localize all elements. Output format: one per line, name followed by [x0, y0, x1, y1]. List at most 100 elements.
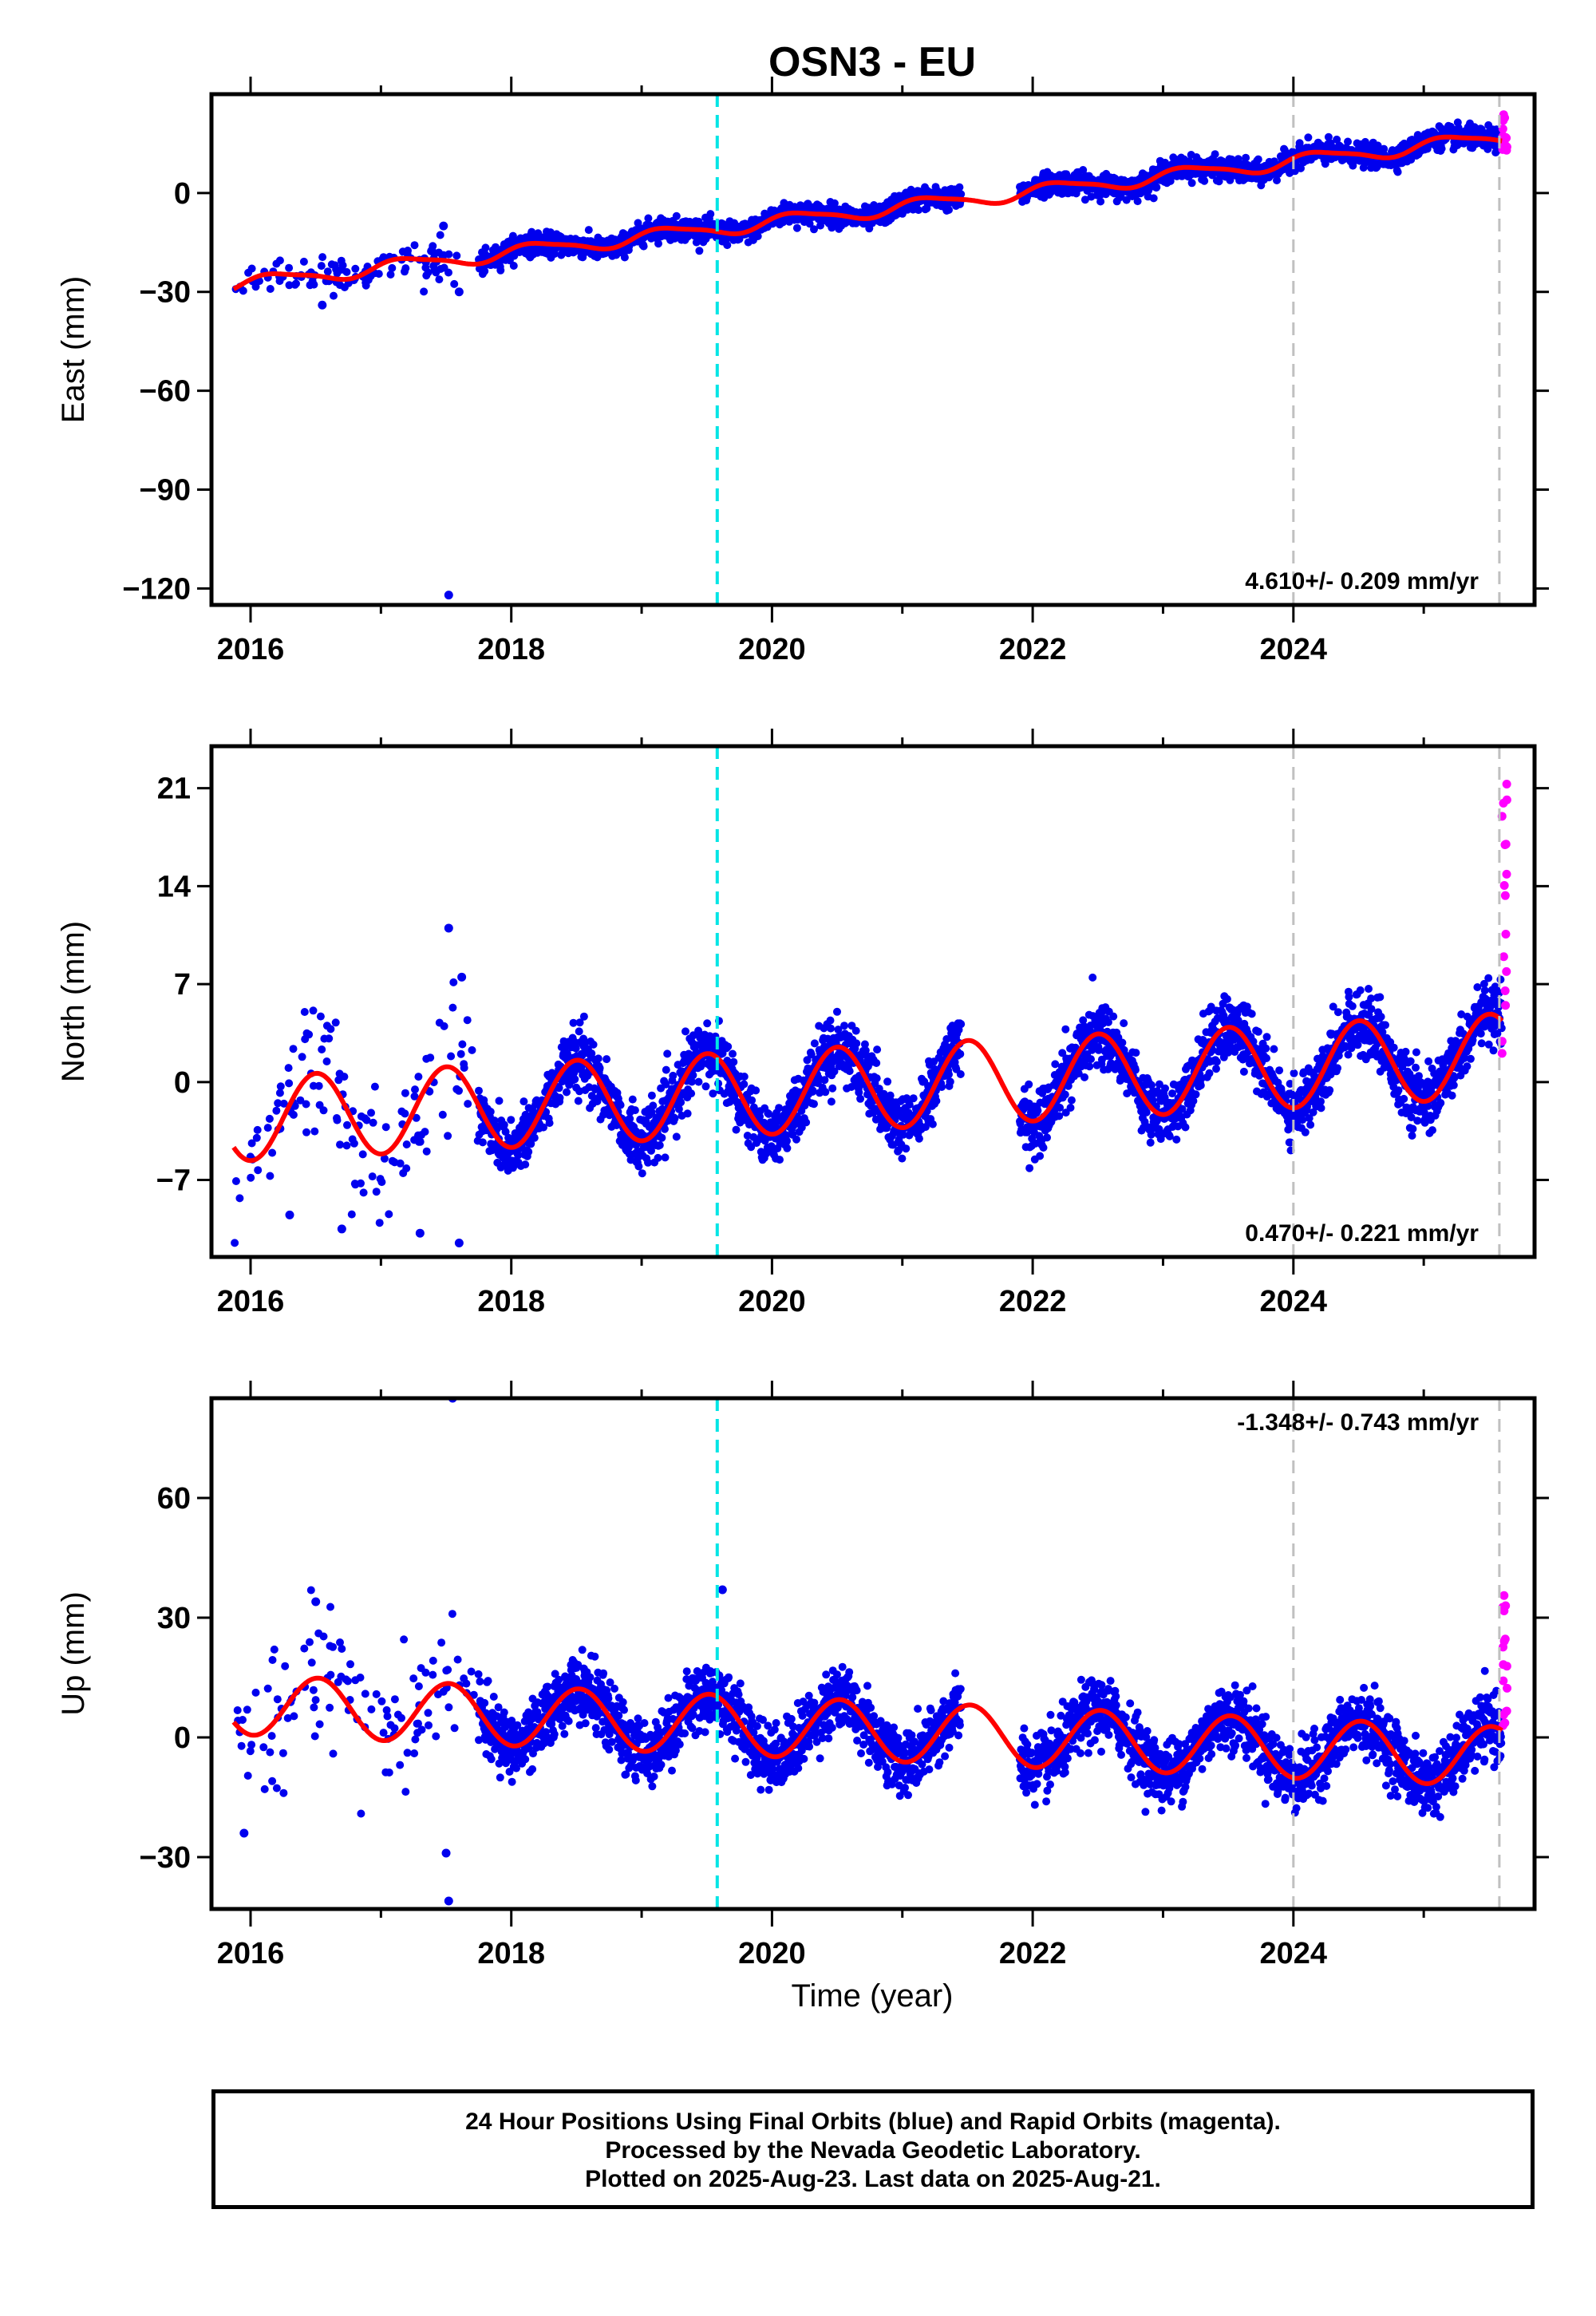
final-point — [729, 1049, 737, 1058]
final-point — [247, 1139, 256, 1148]
final-point — [333, 1116, 342, 1124]
final-point — [436, 231, 444, 239]
final-point — [1043, 1133, 1051, 1142]
final-point — [444, 250, 453, 259]
final-point — [872, 1059, 881, 1067]
final-point — [357, 1179, 365, 1188]
final-point — [612, 251, 621, 259]
final-point — [325, 1034, 334, 1043]
final-point — [873, 1045, 882, 1054]
final-point — [1118, 1038, 1127, 1047]
x-tick-label: 2018 — [477, 633, 545, 666]
final-point — [274, 1099, 282, 1108]
final-point — [385, 1210, 393, 1219]
final-point — [579, 1012, 588, 1021]
final-point — [231, 1239, 239, 1247]
final-point — [669, 1071, 678, 1080]
final-point — [447, 1052, 456, 1061]
final-point — [634, 1162, 643, 1171]
final-point — [367, 1109, 375, 1117]
final-point — [672, 1132, 681, 1141]
final-point — [420, 287, 429, 296]
final-point — [490, 1117, 499, 1125]
final-point — [687, 1089, 696, 1098]
final-point — [254, 1166, 263, 1175]
final-point — [683, 1109, 692, 1118]
final-point — [386, 271, 395, 279]
final-point — [379, 253, 388, 262]
final-point — [783, 1136, 791, 1145]
final-point — [810, 1100, 818, 1109]
final-point — [1254, 155, 1262, 164]
final-point — [299, 257, 308, 266]
final-point — [351, 264, 360, 273]
final-point — [1109, 1012, 1118, 1021]
final-point — [1212, 1065, 1220, 1073]
final-point — [455, 1086, 463, 1095]
final-point — [359, 1188, 368, 1197]
final-point — [343, 1120, 351, 1129]
final-point — [753, 232, 762, 240]
final-point — [412, 1113, 421, 1122]
final-point — [496, 266, 505, 275]
final-point — [268, 1148, 277, 1157]
final-point — [404, 247, 412, 255]
final-point — [539, 1123, 547, 1132]
final-point — [448, 1003, 457, 1012]
final-point — [235, 1194, 244, 1203]
final-point — [630, 1106, 639, 1115]
final-point — [845, 1067, 854, 1076]
final-point — [1039, 1144, 1048, 1152]
final-point — [314, 1081, 323, 1090]
final-point — [478, 1138, 487, 1147]
final-point — [323, 267, 332, 276]
final-point — [452, 251, 461, 260]
rapid-point — [1501, 132, 1511, 142]
final-point — [1033, 1106, 1042, 1115]
final-point — [915, 1134, 923, 1143]
final-point — [584, 226, 593, 235]
final-point — [342, 267, 351, 276]
final-point — [426, 1053, 435, 1062]
final-point — [272, 1106, 281, 1115]
final-point — [266, 285, 275, 293]
final-point — [594, 1054, 602, 1063]
final-point — [628, 1095, 637, 1104]
final-point — [319, 1106, 328, 1115]
final-point — [330, 291, 338, 300]
final-point — [563, 1088, 571, 1097]
final-point — [375, 1219, 384, 1227]
final-point — [909, 1094, 918, 1103]
final-point — [654, 1153, 662, 1162]
final-point — [957, 1020, 966, 1029]
final-point — [285, 281, 294, 290]
final-point — [595, 1064, 604, 1073]
final-point — [1295, 139, 1304, 148]
final-point — [252, 1133, 261, 1142]
final-point — [530, 1133, 539, 1142]
final-point — [852, 1039, 861, 1048]
final-point — [647, 1146, 655, 1155]
final-point — [955, 183, 964, 192]
final-point — [1061, 1025, 1070, 1034]
final-point — [1146, 1138, 1155, 1147]
velocity-label: 4.610+/- 0.209 mm/yr — [1245, 568, 1479, 595]
final-point — [1304, 133, 1313, 142]
final-point — [729, 1057, 738, 1066]
final-point — [1223, 994, 1231, 1003]
final-point — [326, 1025, 335, 1034]
final-point — [752, 1086, 760, 1095]
final-point — [706, 210, 715, 219]
final-point — [279, 1099, 288, 1108]
final-point — [416, 1137, 425, 1146]
final-point — [1196, 1081, 1205, 1089]
final-point — [331, 1018, 340, 1027]
final-point — [247, 1173, 255, 1182]
final-point — [1088, 973, 1097, 982]
final-point — [589, 1040, 598, 1049]
final-point — [521, 1160, 530, 1169]
final-point — [724, 1042, 733, 1051]
final-point — [1079, 166, 1088, 174]
final-point — [748, 1096, 757, 1105]
